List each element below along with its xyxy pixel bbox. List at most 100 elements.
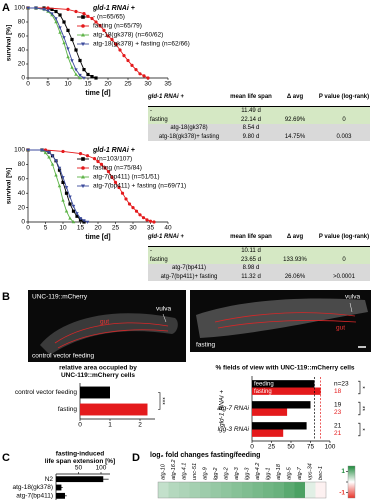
y-tick-label: 20	[18, 61, 26, 68]
marker	[82, 68, 86, 72]
heatmap-frame	[157, 481, 327, 499]
marker	[134, 209, 139, 213]
panel-label: D	[132, 452, 140, 464]
marker	[62, 20, 66, 24]
x-tick-label: 35	[164, 81, 172, 88]
marker	[64, 191, 69, 195]
table-cell: P value (log-rank)	[318, 228, 370, 247]
gene-label: atg-9	[203, 467, 209, 480]
marker	[68, 216, 72, 220]
marker	[57, 166, 62, 170]
x-tick-label: 10	[64, 81, 72, 88]
marker	[81, 24, 85, 28]
table-cell: 11.49 d	[230, 107, 272, 116]
n-label: 21	[334, 423, 342, 430]
marker	[26, 148, 30, 152]
table-cell: 23.65 d	[230, 255, 272, 264]
x-tick-label: 5	[46, 81, 50, 88]
x-tick-label: 30	[144, 81, 152, 88]
colorbar-tick-label: 1	[341, 468, 345, 475]
x-tick-label: 0	[250, 444, 254, 451]
marker	[78, 58, 82, 63]
table-cell: 26.06%	[272, 272, 318, 281]
table-cell: atg-18(gk378)	[148, 124, 230, 133]
table-cell: atg-7(bp411)+ fasting	[148, 272, 230, 281]
legend-title: gld-1 RNAi +	[92, 5, 135, 12]
marker	[66, 28, 70, 32]
significance: *	[358, 428, 365, 431]
gene-label: atg-5	[287, 466, 293, 480]
marker	[61, 149, 65, 154]
legend-label: atg-18(gk378) + fasting (n=62/66)	[93, 41, 190, 48]
heatmap-cell	[221, 482, 232, 498]
worm-outline	[40, 313, 178, 355]
marker	[81, 157, 85, 161]
table-cell: 14.75%	[272, 132, 318, 141]
marker	[43, 150, 48, 155]
table-cell: 0	[318, 115, 370, 124]
table-cell: mean life span	[230, 228, 272, 247]
x-tick-label: 20	[94, 225, 102, 232]
category-label: N2	[45, 476, 54, 483]
heatmap-cell	[315, 482, 326, 498]
x-tick-label: 15	[77, 225, 85, 232]
marker	[90, 16, 94, 21]
marker	[58, 26, 62, 30]
table-cell: gld-1 RNAi +	[148, 88, 230, 107]
gene-label: atg-3	[234, 466, 240, 480]
marker	[113, 180, 118, 184]
heatmap-cell	[168, 482, 179, 498]
n-label: 18	[334, 388, 342, 395]
marker	[96, 159, 100, 164]
table-cell: 133.93%	[272, 255, 318, 264]
bar	[252, 380, 315, 388]
marker	[68, 202, 72, 206]
table: gld-1 RNAi + mean life span Δ avg P value (…	[148, 88, 370, 141]
heatmap-cell	[158, 482, 169, 498]
marker	[99, 162, 104, 166]
y-tick-label: 40	[18, 47, 26, 54]
table-cell: 0.003	[318, 132, 370, 141]
marker	[46, 9, 50, 13]
category-label: atg-18(gk378)	[13, 484, 53, 491]
legend-label: fasting (n=65/79)	[93, 23, 142, 30]
significance-bracket	[358, 422, 361, 437]
bar	[252, 387, 321, 395]
gene-label: lgg-3	[245, 467, 251, 480]
marker	[152, 220, 156, 224]
significance: ***	[158, 397, 165, 405]
gut-outline	[214, 312, 356, 323]
bar	[252, 422, 307, 430]
marker	[85, 154, 90, 158]
x-tick-label: 2	[138, 422, 142, 429]
marker	[50, 154, 55, 158]
marker	[70, 59, 74, 63]
marker	[138, 72, 142, 76]
marker	[122, 54, 126, 58]
image-label: vulva	[156, 306, 172, 313]
marker	[47, 155, 51, 159]
x-tick-label: 40	[164, 225, 172, 232]
marker	[131, 206, 135, 210]
table-cell: -	[148, 247, 230, 256]
marker	[50, 162, 55, 166]
marker	[61, 198, 65, 202]
table-cell: fasting	[148, 255, 230, 264]
series-label: fasting	[254, 389, 272, 395]
bar	[252, 408, 288, 416]
marker	[81, 15, 85, 19]
marker	[117, 185, 121, 190]
marker	[54, 159, 58, 163]
heatmap-cell	[189, 482, 200, 498]
heatmap-cell	[263, 482, 274, 498]
marker	[64, 186, 69, 190]
marker	[54, 9, 58, 14]
group-label: gld-1 RNAi +	[219, 390, 226, 427]
category-label: fasting	[58, 406, 78, 413]
marker	[61, 180, 65, 184]
y-axis-label: survival [%]	[6, 168, 13, 205]
y-tick-label: 80	[18, 19, 26, 26]
marker	[94, 20, 98, 24]
marker	[86, 72, 90, 77]
